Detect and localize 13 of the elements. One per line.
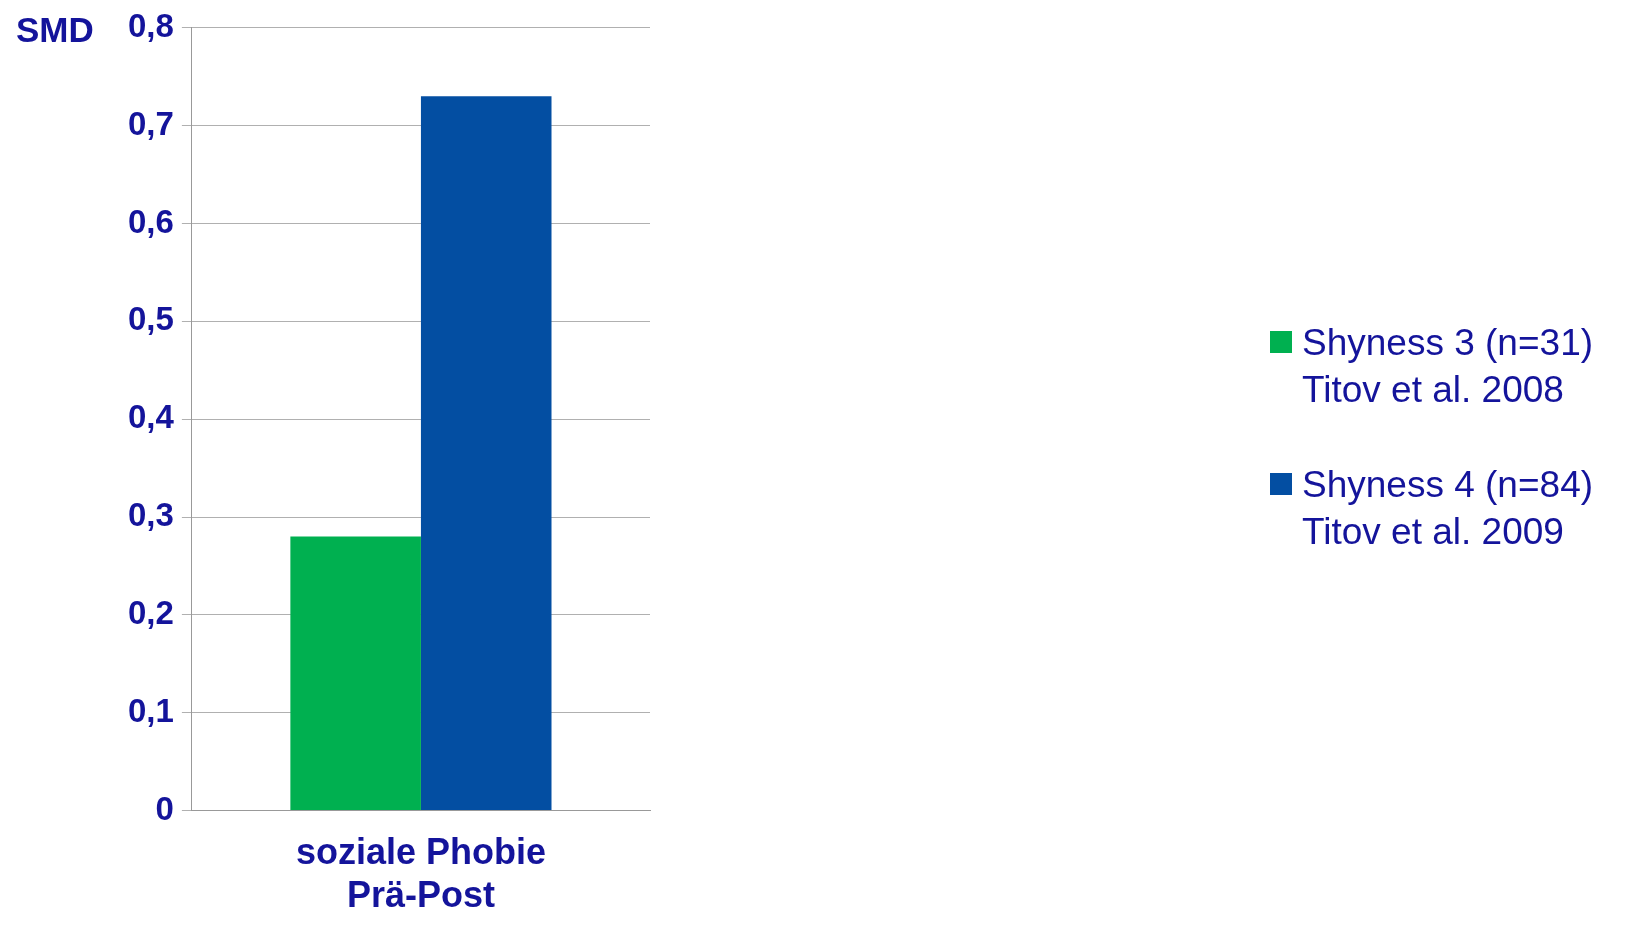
y-tick-label: 0,2 <box>128 593 174 631</box>
x-tick-label: soziale Phobie Prä-Post <box>295 831 546 916</box>
y-tick-label: 0,8 <box>128 6 174 44</box>
y-tick-label: 0,5 <box>128 300 174 338</box>
legend-label: Shyness 4 (n=84) Titov et al. 2009 <box>1302 462 1594 554</box>
y-axis-title: SMD <box>16 10 94 50</box>
y-tick-label: 0,6 <box>128 202 174 240</box>
y-tick-label: 0,3 <box>128 496 174 534</box>
y-tick-label: 0,7 <box>128 104 174 142</box>
y-tick-label: 0 <box>155 789 174 827</box>
y-tick-label: 0,1 <box>128 691 174 729</box>
y-tick-label: 0,4 <box>128 398 175 436</box>
legend-label: Shyness 3 (n=31) Titov et al. 2008 <box>1302 321 1594 412</box>
